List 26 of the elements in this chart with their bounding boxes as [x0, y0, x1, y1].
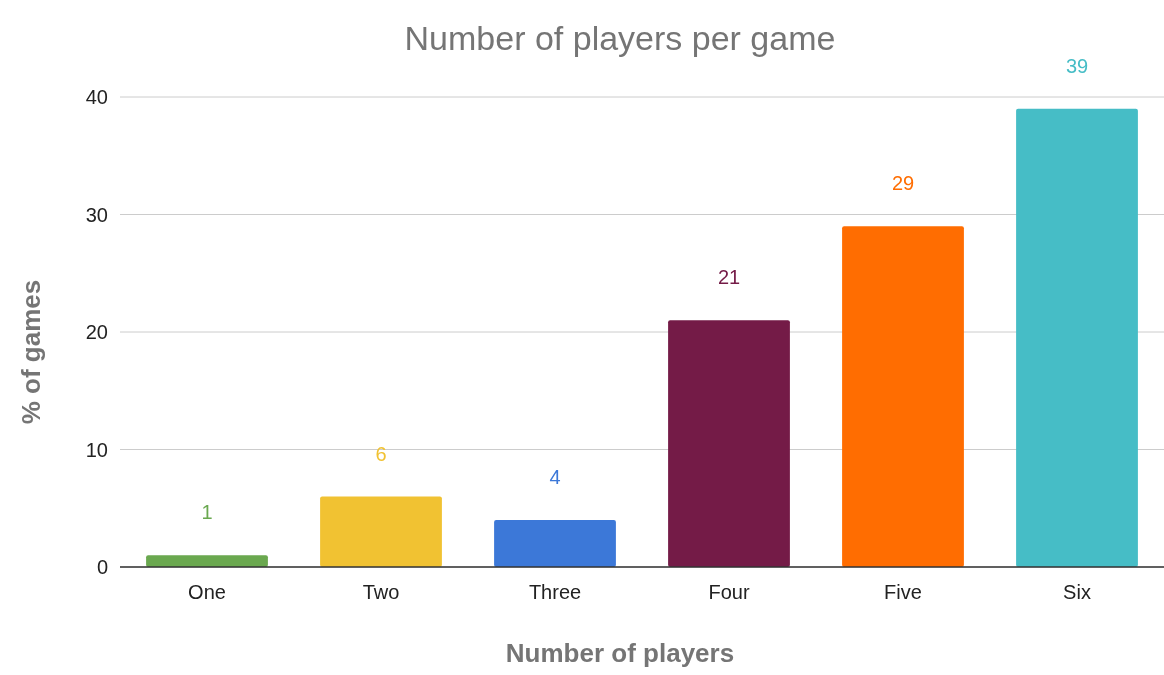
- y-tick-label: 40: [85, 86, 108, 108]
- y-tick-label: 20: [85, 321, 108, 343]
- bar: [1016, 108, 1138, 567]
- data-label: 29: [891, 172, 915, 195]
- y-tick-label: 30: [85, 203, 108, 226]
- data-label: 4: [549, 466, 561, 488]
- y-axis-title: % of games: [16, 279, 46, 425]
- bar: [842, 226, 964, 567]
- x-tick-label: Three: [528, 581, 582, 603]
- bar: [668, 320, 790, 567]
- x-tick-label: One: [188, 581, 226, 603]
- x-axis-title: Number of players: [505, 638, 735, 668]
- data-label: 1: [201, 501, 213, 524]
- y-tick-label: 10: [85, 438, 108, 461]
- x-tick-label: Six: [1063, 581, 1091, 603]
- x-tick-label: Five: [884, 581, 922, 603]
- x-tick-label: Two: [362, 581, 400, 603]
- bar: [494, 520, 616, 567]
- bar: [320, 496, 442, 567]
- chart-title: Number of players per game: [404, 19, 836, 57]
- y-tick-label: 0: [96, 556, 108, 578]
- data-label: 39: [1065, 54, 1089, 77]
- x-tick-label: Four: [708, 581, 750, 603]
- data-label: 21: [717, 266, 741, 289]
- bar: [146, 555, 268, 567]
- data-label: 6: [375, 442, 387, 465]
